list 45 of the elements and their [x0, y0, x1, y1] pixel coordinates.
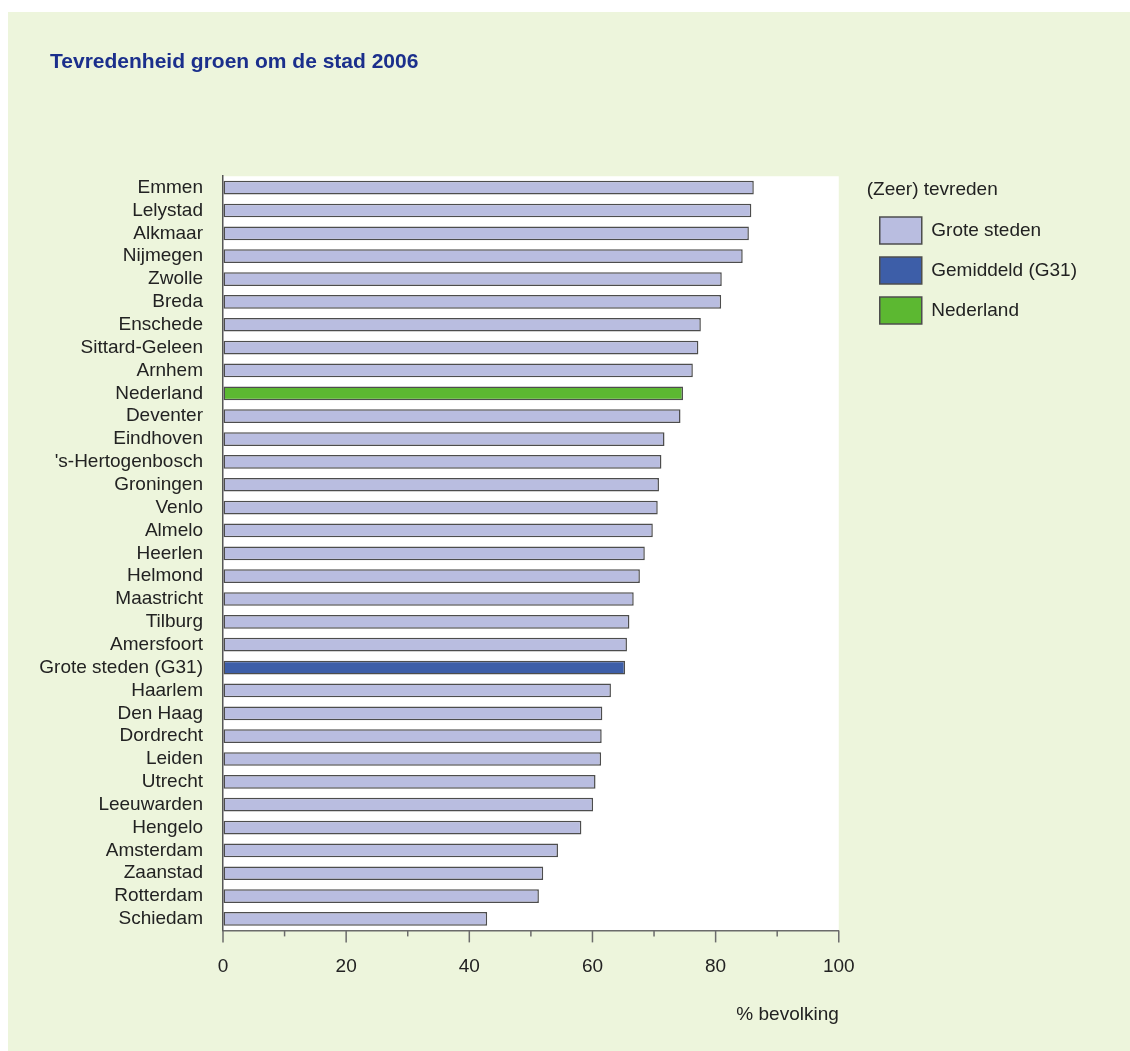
y-tick-label: Breda: [152, 290, 204, 312]
legend-label: Grote steden: [931, 218, 1042, 240]
y-tick-label: Schiedam: [118, 907, 203, 929]
y-tick-label: Amsterdam: [105, 838, 203, 860]
chart-title: Tevredenheid groen om de stad 2006: [50, 49, 419, 73]
legend-label: Gemiddeld (G31): [931, 258, 1078, 280]
y-tick-label: Venlo: [155, 495, 203, 517]
x-tick-label: 80: [705, 955, 727, 977]
y-tick-label: Alkmaar: [133, 221, 204, 243]
y-tick-label: Tilburg: [145, 610, 203, 632]
y-tick-label: Grote steden (G31): [39, 655, 203, 677]
y-tick-label: Nijmegen: [122, 244, 203, 266]
y-tick-label: Arnhem: [136, 358, 203, 380]
y-tick-label: Lelystad: [132, 198, 203, 220]
y-tick-label: Enschede: [118, 312, 203, 334]
y-tick-label: Emmen: [137, 175, 203, 197]
y-tick-label: Helmond: [126, 564, 203, 586]
y-tick-label: Groningen: [114, 472, 203, 494]
legend-label: Nederland: [931, 298, 1019, 320]
y-tick-label: Deventer: [125, 404, 204, 426]
y-tick-label: Zwolle: [148, 267, 203, 289]
y-tick-label: Haarlem: [131, 678, 203, 700]
x-tick-label: 20: [335, 955, 357, 977]
y-tick-label: Eindhoven: [113, 427, 203, 449]
y-tick-label: Dordrecht: [119, 724, 204, 746]
y-tick-label: Leeuwarden: [98, 792, 203, 814]
x-axis-title: % bevolking: [736, 1002, 839, 1024]
y-tick-label: Heerlen: [136, 541, 203, 563]
y-tick-label: Hengelo: [132, 815, 203, 837]
y-tick-label: Sittard-Geleen: [80, 335, 203, 357]
x-tick-label: 0: [217, 955, 229, 977]
y-tick-label: Utrecht: [141, 770, 204, 792]
x-tick-label: 60: [581, 955, 604, 977]
y-tick-label: Leiden: [145, 747, 203, 769]
x-tick-label: 100: [822, 955, 855, 977]
y-tick-label: Amersfoort: [110, 632, 204, 654]
y-tick-label: Nederland: [115, 381, 203, 403]
y-tick-label: Den Haag: [117, 701, 203, 723]
y-tick-label: Almelo: [144, 518, 203, 540]
y-tick-label: 's-Hertogenbosch: [54, 450, 203, 472]
y-tick-label: Zaanstad: [123, 861, 203, 883]
legend-title: (Zeer) tevreden: [866, 177, 998, 199]
x-tick-label: 40: [458, 955, 480, 977]
y-tick-label: Rotterdam: [114, 884, 203, 906]
y-tick-label: Maastricht: [115, 587, 204, 609]
